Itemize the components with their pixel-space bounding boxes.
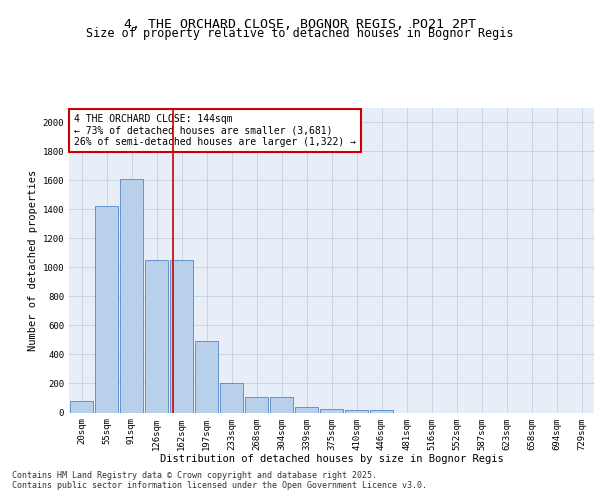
Bar	[245, 397, 268, 412]
Bar	[295, 408, 318, 412]
X-axis label: Distribution of detached houses by size in Bognor Regis: Distribution of detached houses by size …	[160, 454, 503, 464]
Text: Size of property relative to detached houses in Bognor Regis: Size of property relative to detached ho…	[86, 28, 514, 40]
Bar	[320, 409, 343, 412]
Text: Contains HM Land Registry data © Crown copyright and database right 2025.: Contains HM Land Registry data © Crown c…	[12, 471, 377, 480]
Bar	[220, 384, 243, 412]
Bar	[195, 342, 218, 412]
Bar	[370, 410, 393, 412]
Y-axis label: Number of detached properties: Number of detached properties	[28, 170, 38, 350]
Bar	[120, 178, 143, 412]
Text: 4, THE ORCHARD CLOSE, BOGNOR REGIS, PO21 2PT: 4, THE ORCHARD CLOSE, BOGNOR REGIS, PO21…	[124, 18, 476, 30]
Text: Contains public sector information licensed under the Open Government Licence v3: Contains public sector information licen…	[12, 481, 427, 490]
Bar	[170, 260, 193, 412]
Bar	[345, 410, 368, 412]
Bar	[145, 260, 168, 412]
Text: 4 THE ORCHARD CLOSE: 144sqm
← 73% of detached houses are smaller (3,681)
26% of : 4 THE ORCHARD CLOSE: 144sqm ← 73% of det…	[74, 114, 356, 147]
Bar	[70, 401, 93, 412]
Bar	[95, 206, 118, 412]
Bar	[270, 397, 293, 412]
